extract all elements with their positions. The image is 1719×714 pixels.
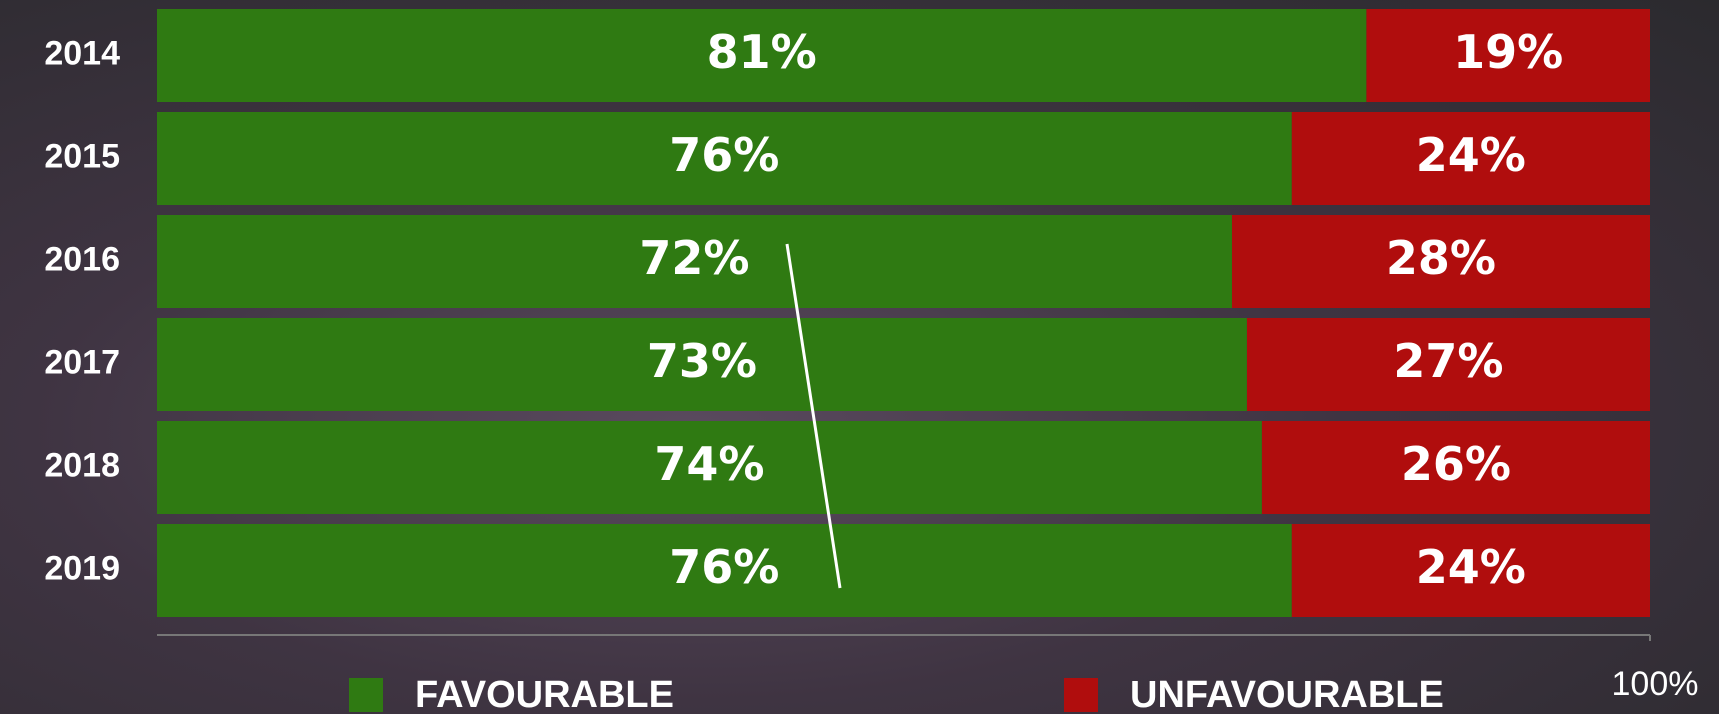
- value-label: 24%: [1416, 128, 1526, 182]
- value-label: 73%: [647, 334, 757, 388]
- legend-label: UNFAVOURABLE: [1130, 674, 1444, 714]
- value-label: 76%: [669, 128, 779, 182]
- legend-swatch: [1064, 678, 1098, 712]
- value-label: 72%: [639, 231, 749, 285]
- value-label: 28%: [1386, 231, 1496, 285]
- y-tick-label: 2016: [44, 240, 120, 278]
- y-tick-label: 2019: [44, 549, 120, 587]
- page: 2014 81% 19% 2015 76% 24% 2016 72% 28% 2017 73% 27%…: [0, 0, 1719, 714]
- value-label: 26%: [1401, 437, 1511, 491]
- y-tick-label: 2015: [44, 137, 120, 175]
- value-label: 19%: [1453, 25, 1563, 79]
- legend-swatch: [349, 678, 383, 712]
- y-tick-label: 2014: [44, 34, 120, 72]
- x-tick-label: 100%: [1612, 665, 1699, 703]
- value-label: 81%: [707, 25, 817, 79]
- value-label: 27%: [1393, 334, 1503, 388]
- y-tick-label: 2018: [44, 446, 120, 484]
- value-label: 74%: [654, 437, 764, 491]
- y-tick-label: 2017: [44, 343, 120, 381]
- value-label: 24%: [1416, 540, 1526, 594]
- chart: 2014 81% 19% 2015 76% 24% 2016 72% 28% 2017 73% 27%…: [0, 0, 1719, 714]
- value-label: 76%: [669, 540, 779, 594]
- legend-label: FAVOURABLE: [415, 674, 674, 714]
